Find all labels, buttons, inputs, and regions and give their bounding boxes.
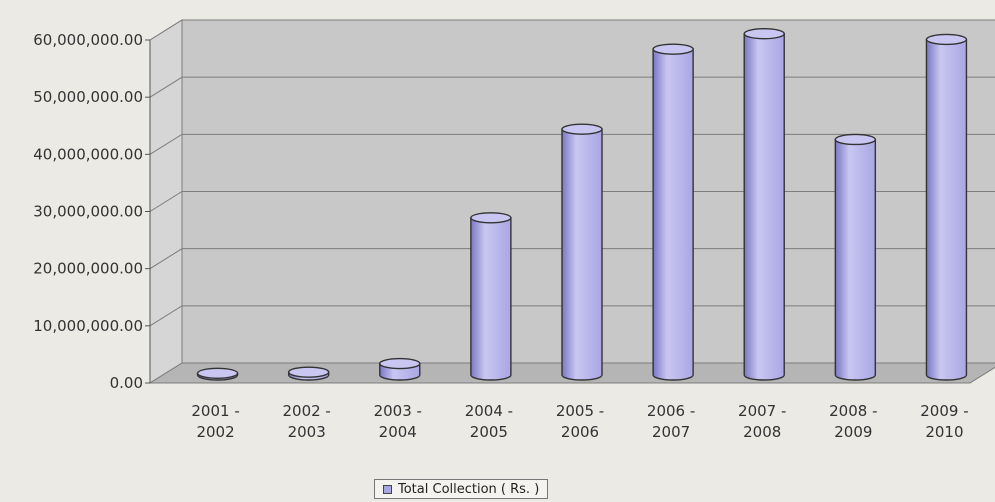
bar-top — [652, 43, 694, 55]
bar — [287, 366, 330, 381]
legend-label: Total Collection ( Rs. ) — [398, 481, 540, 497]
bar-body — [925, 38, 968, 381]
bar-top — [925, 33, 968, 46]
bar — [196, 367, 239, 381]
bar — [925, 33, 968, 381]
gridline — [149, 191, 995, 212]
x-axis-labels: 2001 -2002 2002 -2003 2003 -2004 2004 -2005… — [191, 402, 968, 441]
x-tick-label: 2003 -2004 — [374, 402, 422, 441]
bar-top — [834, 133, 877, 146]
bar-body — [834, 138, 877, 381]
bar-body — [743, 33, 785, 381]
y-tick-label: 40,000,000.00 — [33, 145, 143, 163]
gridline — [149, 19, 995, 41]
bar-body — [561, 128, 603, 381]
y-tick-label: 20,000,000.00 — [33, 260, 143, 278]
x-tick-label: 2002 -2003 — [282, 402, 330, 441]
gridlines — [149, 19, 995, 327]
bar — [652, 43, 694, 381]
x-tick-label: 2008 -2009 — [829, 402, 877, 441]
legend: Total Collection ( Rs. ) — [374, 479, 549, 499]
bar-top — [561, 123, 603, 135]
gridline — [149, 305, 995, 327]
y-tick-label: 10,000,000.00 — [33, 317, 143, 335]
bar-body — [652, 48, 694, 381]
y-axis-ticks: 0.00 10,000,000.00 20,000,000.00 30,000,000… — [33, 31, 151, 392]
bar — [379, 357, 421, 381]
x-tick-label: 2009 -2010 — [920, 402, 968, 441]
bar-top — [470, 212, 512, 224]
x-tick-label: 2005 -2006 — [556, 402, 604, 441]
x-tick-label: 2006 -2007 — [647, 402, 695, 441]
bar — [743, 28, 785, 381]
bar — [470, 212, 512, 381]
legend-swatch — [383, 484, 392, 494]
gridline — [149, 133, 995, 155]
bar — [561, 123, 603, 381]
bar-top — [196, 367, 239, 379]
x-tick-label: 2001 -2002 — [191, 402, 239, 441]
bars — [196, 28, 968, 381]
bar-top — [287, 366, 330, 378]
bar-top — [379, 357, 421, 370]
x-tick-label: 2004 -2005 — [465, 402, 513, 441]
y-tick-label: 60,000,000.00 — [33, 31, 143, 49]
gridline — [149, 76, 995, 98]
x-tick-label: 2007 -2008 — [738, 402, 786, 441]
bar-body — [470, 217, 512, 381]
y-tick-label: 30,000,000.00 — [33, 203, 143, 221]
bar — [834, 133, 877, 381]
y-tick-label: 50,000,000.00 — [33, 88, 143, 106]
gridline — [149, 248, 995, 270]
y-tick-label: 0.00 — [110, 374, 143, 392]
bar-top — [743, 28, 785, 40]
